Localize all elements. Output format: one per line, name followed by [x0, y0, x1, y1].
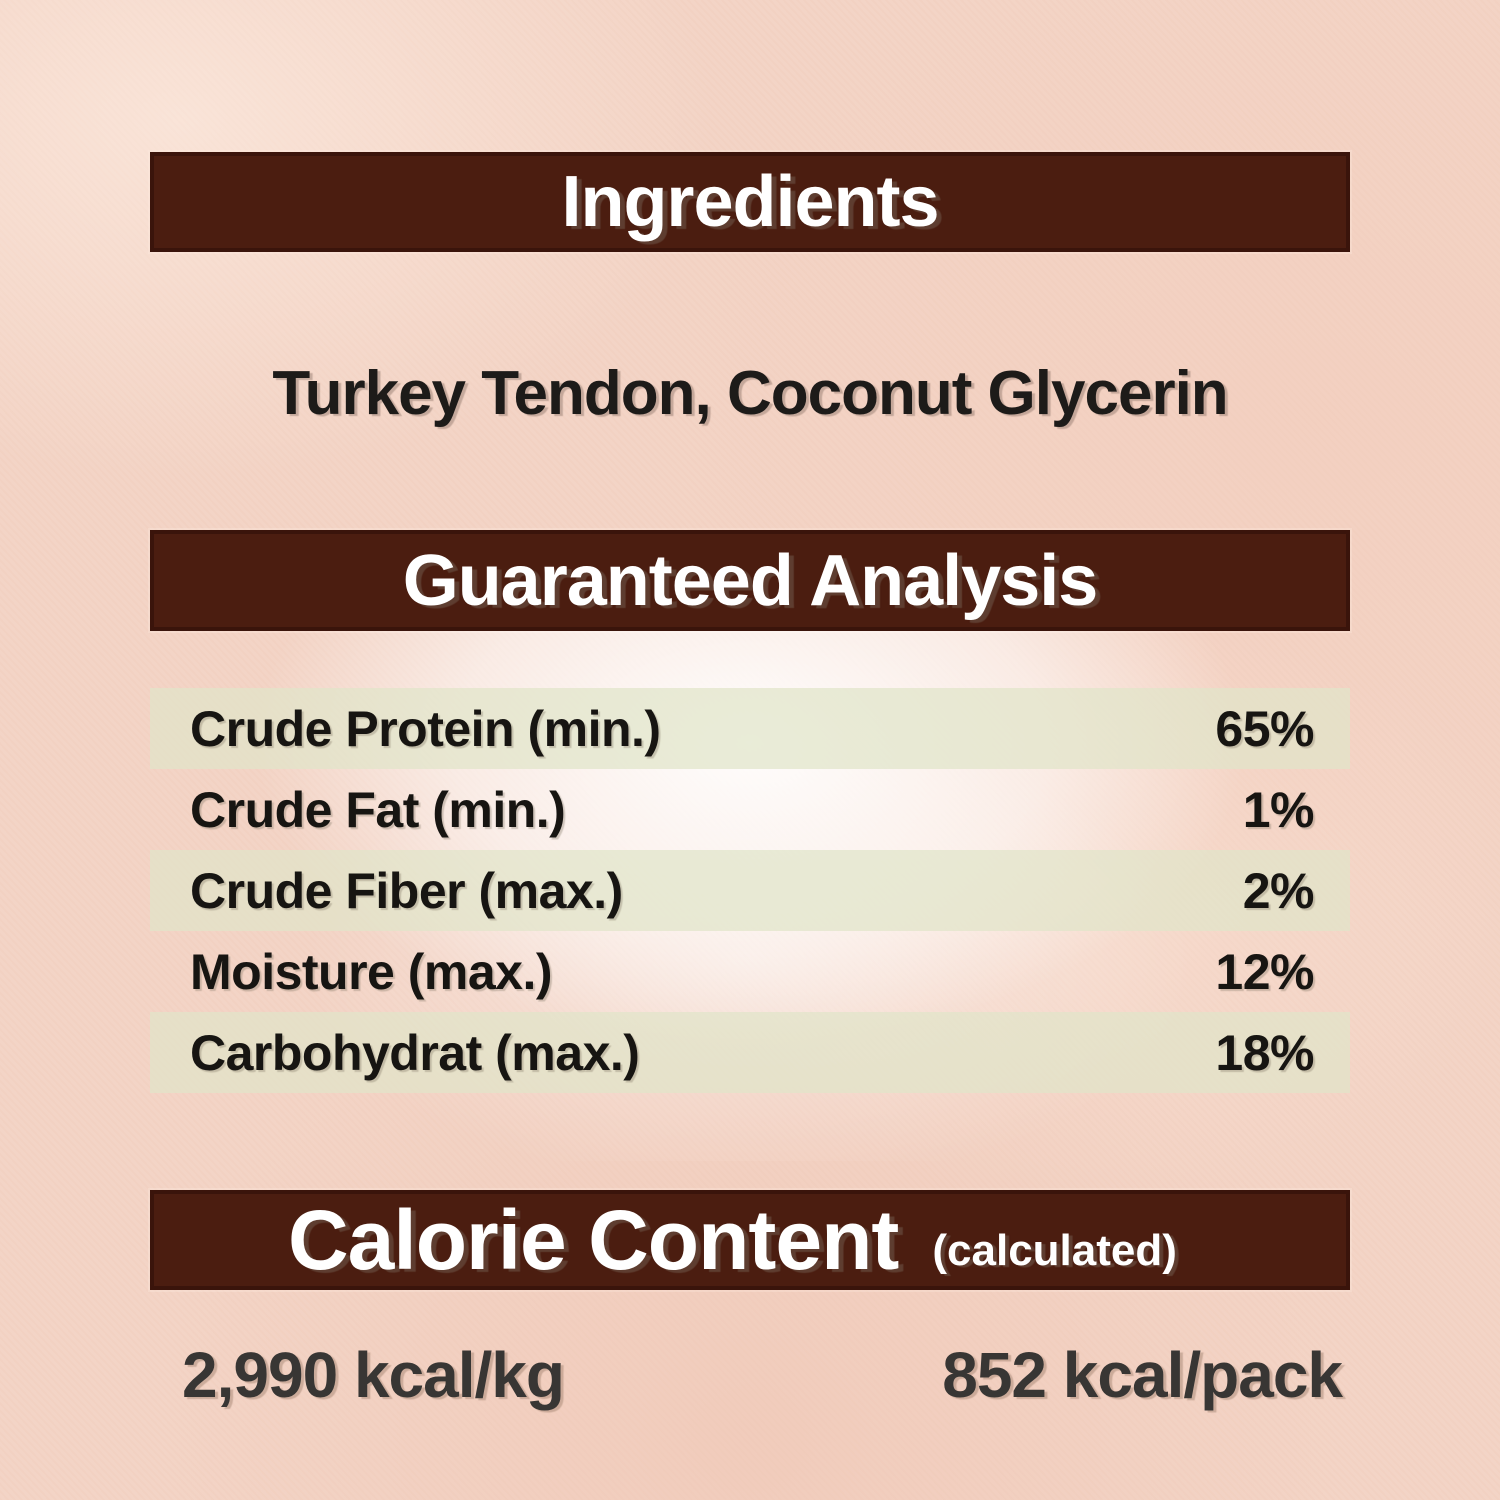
row-value: 65%: [1215, 700, 1314, 757]
row-value: 12%: [1215, 943, 1314, 1000]
row-label: Carbohydrat (max.): [190, 1024, 640, 1081]
calorie-per-kg: 2,990 kcal/kg: [182, 1339, 565, 1411]
row-label: Crude Protein (min.): [190, 700, 661, 757]
ingredients-list-text: Turkey Tendon, Coconut Glycerin: [272, 358, 1228, 428]
calorie-values-row: 2,990 kcal/kg 852 kcal/pack: [150, 1336, 1350, 1414]
calorie-content-header-title: Calorie Content: [288, 1193, 899, 1287]
table-row: Moisture (max.) 12%: [150, 931, 1350, 1012]
table-row: Crude Fiber (max.) 2%: [150, 850, 1350, 931]
calorie-per-pack: 852 kcal/pack: [942, 1339, 1343, 1411]
row-label: Moisture (max.): [190, 943, 553, 1000]
table-row: Carbohydrat (max.) 18%: [150, 1012, 1350, 1093]
table-row: Crude Fat (min.) 1%: [150, 769, 1350, 850]
ingredients-header-bar: Ingredients: [150, 152, 1350, 252]
calorie-content-header-note: (calculated): [932, 1226, 1177, 1275]
ingredients-header-title: Ingredients: [561, 162, 939, 242]
row-label: Crude Fat (min.): [190, 781, 566, 838]
calorie-content-header-bar: Calorie Content (calculated): [150, 1190, 1350, 1290]
row-value: 18%: [1215, 1024, 1314, 1081]
table-row: Crude Protein (min.) 65%: [150, 688, 1350, 769]
row-value: 2%: [1242, 862, 1315, 919]
guaranteed-analysis-table: Crude Protein (min.) 65% Crude Fat (min.…: [150, 688, 1350, 1093]
guaranteed-analysis-header-title: Guaranteed Analysis: [402, 540, 1099, 621]
ingredients-list: Turkey Tendon, Coconut Glycerin: [150, 356, 1350, 430]
row-value: 1%: [1242, 781, 1315, 838]
row-label: Crude Fiber (max.): [190, 862, 623, 919]
guaranteed-analysis-header-bar: Guaranteed Analysis: [150, 530, 1350, 631]
